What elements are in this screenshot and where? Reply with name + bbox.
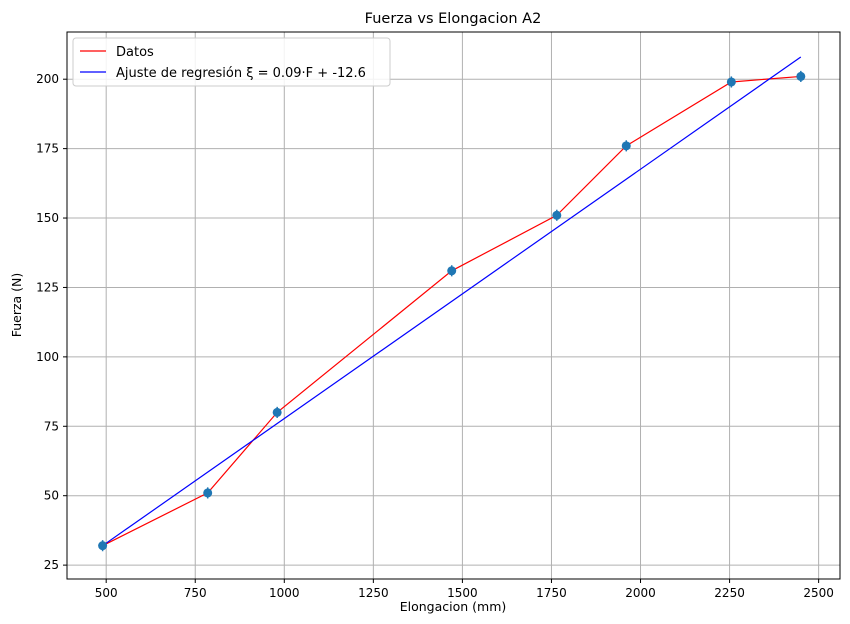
data-point [621,141,631,151]
x-tick-label: 1750 [536,586,567,600]
series-lines [102,56,802,547]
x-tick-label: 750 [184,586,207,600]
x-axis: 500 750 1000 1250 1500 1750 2000 2250 2500 [95,579,834,600]
series-line-ajuste [102,56,802,547]
series-line-datos [102,75,801,547]
data-point [726,77,736,87]
x-tick-label: 2500 [803,586,834,600]
x-tick-label: 2250 [714,586,745,600]
plot-frame [66,31,841,580]
grid [67,32,840,579]
data-point [552,210,562,220]
data-point [272,407,282,417]
data-points [98,70,806,552]
y-tick-label: 25 [44,558,59,572]
legend-label-datos: Datos [116,45,154,60]
data-point [98,541,108,551]
data-point [447,266,457,276]
chart-title: Fuerza vs Elongacion A2 [365,11,542,27]
x-tick-label: 2000 [625,586,656,600]
x-tick-label: 1000 [269,586,300,600]
y-tick-label: 75 [44,419,59,433]
x-tick-label: 1250 [358,586,389,600]
legend: Datos Ajuste de regresión ξ = 0.09·F + -… [72,37,391,87]
x-axis-label: Elongacion (mm) [400,599,507,614]
y-axis-label: Fuerza (N) [9,273,24,338]
data-point [796,71,806,81]
x-tick-label: 1500 [447,586,478,600]
y-tick-label: 50 [44,489,59,503]
y-axis: 25 50 75 100 125 150 175 200 [36,72,67,572]
y-tick-label: 150 [36,211,59,225]
data-point [203,488,213,498]
y-tick-label: 200 [36,72,59,86]
x-tick-label: 500 [95,586,118,600]
legend-label-ajuste: Ajuste de regresión ξ = 0.09·F + -12.6 [116,66,366,81]
y-tick-label: 175 [36,142,59,156]
legend-box [72,37,391,87]
y-tick-label: 100 [36,350,59,364]
y-tick-label: 125 [36,280,59,294]
